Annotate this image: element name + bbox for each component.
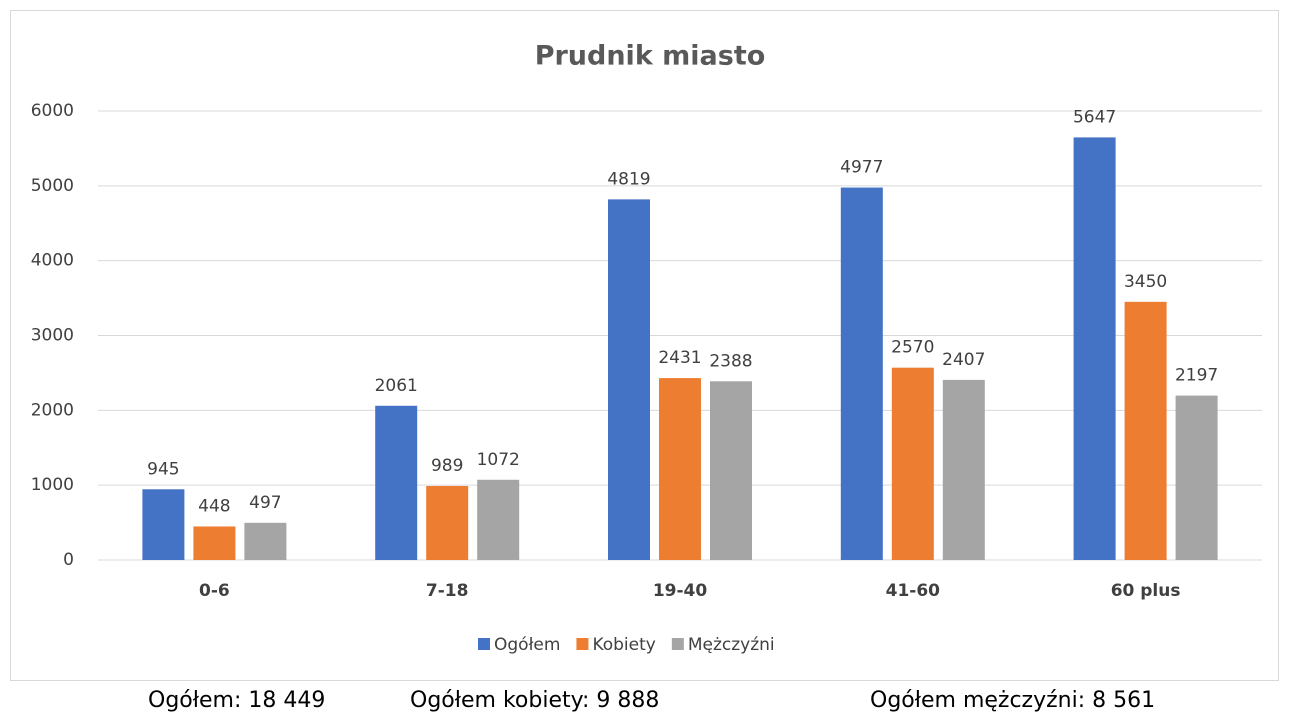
data-label: 2197 <box>1175 366 1218 386</box>
legend-label: Ogółem <box>494 635 560 655</box>
bar <box>942 379 985 560</box>
data-label: 3450 <box>1124 272 1167 292</box>
data-label: 4977 <box>840 158 883 178</box>
footer-text: Ogółem kobiety: 9 888 <box>410 688 659 713</box>
legend-swatch <box>576 638 589 650</box>
data-label: 5647 <box>1073 107 1116 127</box>
data-label: 2431 <box>658 348 701 368</box>
bar <box>1124 301 1167 560</box>
data-label: 4819 <box>607 169 650 189</box>
data-label: 2388 <box>709 351 752 371</box>
bar <box>142 489 185 560</box>
x-tick-label: 19-40 <box>653 581 708 601</box>
bar <box>375 405 418 560</box>
legend-swatch <box>478 638 490 650</box>
y-tick-label: 5000 <box>31 176 74 196</box>
footer-text: Ogółem: 18 449 <box>148 688 325 713</box>
bar <box>1175 395 1218 560</box>
x-tick-label: 7-18 <box>426 581 469 601</box>
bar <box>426 485 469 560</box>
data-label: 2407 <box>942 350 985 370</box>
data-label: 2061 <box>375 376 418 396</box>
data-label: 448 <box>198 496 230 516</box>
data-label: 945 <box>147 459 179 479</box>
bar <box>477 479 520 560</box>
bar <box>608 199 650 560</box>
bar <box>244 522 287 560</box>
legend-label: Mężczyźni <box>688 635 775 655</box>
data-label: 497 <box>249 493 281 513</box>
legend-label: Kobiety <box>592 635 655 655</box>
data-label: 2570 <box>891 338 934 358</box>
bar <box>193 526 236 560</box>
x-tick-label: 60 plus <box>1111 581 1181 601</box>
bar <box>710 381 752 560</box>
y-tick-label: 2000 <box>31 400 74 420</box>
legend-swatch <box>671 638 684 650</box>
x-tick-label: 0-6 <box>199 581 230 601</box>
bar <box>1073 137 1116 560</box>
footer-text: Ogółem mężczyźni: 8 561 <box>870 688 1155 713</box>
y-tick-label: 4000 <box>31 251 74 271</box>
y-tick-label: 0 <box>63 550 74 570</box>
bar <box>659 378 701 560</box>
data-label: 989 <box>431 456 463 476</box>
y-tick-label: 3000 <box>31 326 74 346</box>
x-tick-label: 41-60 <box>886 581 941 601</box>
y-tick-label: 6000 <box>31 101 74 121</box>
chart-title: Prudnik miasto <box>535 41 766 72</box>
bar <box>840 187 883 560</box>
bar <box>891 367 934 560</box>
y-tick-label: 1000 <box>31 475 74 495</box>
data-label: 1072 <box>477 450 520 470</box>
